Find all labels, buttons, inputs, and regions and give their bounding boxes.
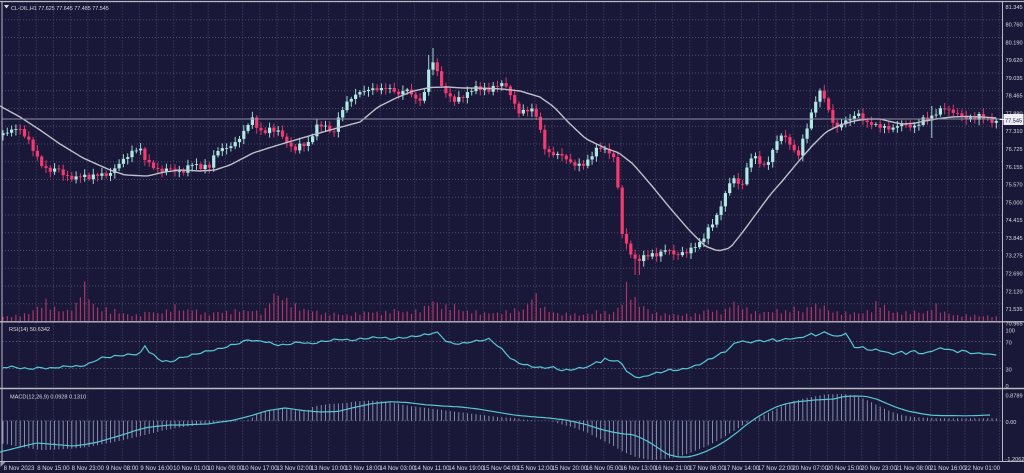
svg-text:14 Nov 03:00: 14 Nov 03:00 (380, 466, 416, 472)
svg-text:15 Nov 12:00: 15 Nov 12:00 (517, 466, 553, 472)
svg-text:9 Nov 16:00: 9 Nov 16:00 (140, 466, 173, 472)
svg-text:76.155: 76.155 (1006, 165, 1023, 171)
svg-text:75.570: 75.570 (1006, 183, 1023, 189)
svg-text:8 Nov 23:00: 8 Nov 23:00 (72, 466, 105, 472)
svg-text:15 Nov 20:00: 15 Nov 20:00 (552, 466, 588, 472)
svg-text:72.690: 72.690 (1006, 272, 1023, 278)
svg-text:73.275: 73.275 (1006, 254, 1023, 260)
svg-text:0.8789: 0.8789 (1006, 394, 1023, 400)
svg-text:80.190: 80.190 (1006, 40, 1023, 46)
svg-text:17 Nov 14:00: 17 Nov 14:00 (724, 466, 760, 472)
svg-text:13 Nov 10:00: 13 Nov 10:00 (311, 466, 347, 472)
svg-text:78.465: 78.465 (1006, 94, 1023, 100)
svg-text:70: 70 (1006, 341, 1012, 347)
svg-text:15 Nov 04:00: 15 Nov 04:00 (483, 466, 519, 472)
svg-text:10 Nov 09:00: 10 Nov 09:00 (208, 466, 244, 472)
svg-text:16 Nov 05:00: 16 Nov 05:00 (586, 466, 622, 472)
svg-text:17 Nov 06:00: 17 Nov 06:00 (689, 466, 725, 472)
svg-text:14 Nov 11:00: 14 Nov 11:00 (414, 466, 450, 472)
svg-text:77.545: 77.545 (1005, 118, 1022, 124)
svg-text:8 Nov 2023: 8 Nov 2023 (4, 466, 35, 472)
svg-text:17 Nov 22:00: 17 Nov 22:00 (758, 466, 794, 472)
svg-text:0: 0 (1006, 384, 1009, 390)
svg-text:75.000: 75.000 (1006, 200, 1023, 206)
svg-text:13 Nov 18:00: 13 Nov 18:00 (345, 466, 381, 472)
svg-text:16 Nov 13:00: 16 Nov 13:00 (620, 466, 656, 472)
svg-text:80.760: 80.760 (1006, 23, 1023, 29)
svg-text:73.845: 73.845 (1006, 236, 1023, 242)
svg-text:79.620: 79.620 (1006, 58, 1023, 64)
svg-text:-1.2062: -1.2062 (1006, 457, 1024, 463)
svg-text:79.035: 79.035 (1006, 76, 1023, 82)
svg-text:22 Nov 01:00: 22 Nov 01:00 (964, 466, 1000, 472)
svg-text:20 Nov 07:00: 20 Nov 07:00 (792, 466, 828, 472)
svg-text:20 Nov 23:00: 20 Nov 23:00 (861, 466, 897, 472)
svg-text:10 Nov 17:00: 10 Nov 17:00 (242, 466, 278, 472)
svg-text:MACD(12,26,9) 0.0928 0.1310: MACD(12,26,9) 0.0928 0.1310 (10, 395, 86, 401)
svg-text:9 Nov 08:00: 9 Nov 08:00 (106, 466, 139, 472)
svg-text:RSI(14) 50.6342: RSI(14) 50.6342 (9, 327, 50, 333)
svg-text:10 Nov 01:00: 10 Nov 01:00 (173, 466, 209, 472)
svg-text:81.345: 81.345 (1006, 5, 1023, 11)
svg-text:0.00: 0.00 (1006, 420, 1017, 426)
svg-text:77.310: 77.310 (1006, 129, 1023, 135)
svg-text:76.725: 76.725 (1006, 147, 1023, 153)
svg-text:74.415: 74.415 (1006, 218, 1023, 224)
svg-text:20 Nov 15:00: 20 Nov 15:00 (827, 466, 863, 472)
svg-text:8 Nov 15:00: 8 Nov 15:00 (37, 466, 70, 472)
svg-text:14 Nov 19:00: 14 Nov 19:00 (448, 466, 484, 472)
svg-text:30: 30 (1006, 368, 1012, 374)
svg-text:100: 100 (1006, 329, 1015, 335)
svg-text:16 Nov 21:00: 16 Nov 21:00 (655, 466, 691, 472)
svg-text:72.120: 72.120 (1006, 289, 1023, 295)
svg-text:71.535: 71.535 (1006, 307, 1023, 313)
svg-text:CL-OIL,H1 77.625 77.645 77.485: CL-OIL,H1 77.625 77.645 77.485 77.545 (11, 6, 109, 12)
svg-text:21 Nov 08:00: 21 Nov 08:00 (896, 466, 932, 472)
svg-text:70.965: 70.965 (1006, 321, 1023, 327)
svg-text:21 Nov 16:00: 21 Nov 16:00 (930, 466, 966, 472)
svg-text:13 Nov 02:00: 13 Nov 02:00 (276, 466, 312, 472)
